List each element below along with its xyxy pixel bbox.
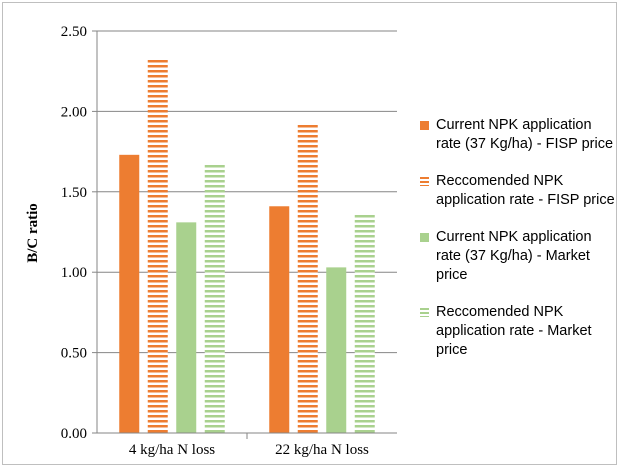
bars	[119, 58, 375, 434]
chart-legend: Current NPK application rate (37 Kg/ha) …	[420, 116, 616, 378]
bar	[176, 222, 197, 433]
y-tick-label: 2.00	[61, 104, 87, 120]
bar	[119, 154, 140, 434]
x-tick-label: 4 kg/ha N loss	[129, 442, 215, 458]
y-tick-label: 2.50	[61, 24, 87, 40]
legend-swatch	[420, 308, 429, 317]
legend-label: Current NPK application rate (37 Kg/ha) …	[436, 117, 614, 152]
y-tick-label: 1.50	[61, 185, 87, 201]
bar	[269, 206, 290, 433]
bar	[147, 58, 168, 433]
y-tick-label: 0.50	[61, 346, 87, 362]
legend-swatch	[420, 177, 429, 186]
bar	[204, 164, 225, 434]
legend-label: Reccomended NPK application rate - Marke…	[436, 304, 592, 358]
bar	[354, 214, 375, 433]
legend-entry: Reccomended NPK application rate - Marke…	[420, 303, 616, 360]
legend-label: Current NPK application rate (37 Kg/ha) …	[436, 229, 592, 283]
x-tick-label: 22 kg/ha N loss	[275, 442, 369, 458]
legend-label: Reccomended NPK application rate - FISP …	[436, 173, 615, 208]
legend-entry: Current NPK application rate (37 Kg/ha) …	[420, 228, 616, 285]
y-tick-label: 0.00	[61, 426, 87, 442]
y-tick-label: 1.00	[61, 265, 87, 281]
axes: 0.00 0.50 1.00 1.50 2.00 2.50 4 kg/ha N loss 22…	[61, 24, 397, 458]
bar	[326, 267, 347, 433]
legend-entry: Reccomended NPK application rate - FISP …	[420, 172, 616, 210]
y-axis-label: B/C ratio	[25, 203, 41, 263]
bar	[297, 122, 318, 433]
gridlines	[97, 30, 397, 354]
legend-swatch	[420, 121, 429, 130]
legend-entry: Current NPK application rate (37 Kg/ha) …	[420, 116, 616, 154]
legend-swatch	[420, 233, 429, 242]
